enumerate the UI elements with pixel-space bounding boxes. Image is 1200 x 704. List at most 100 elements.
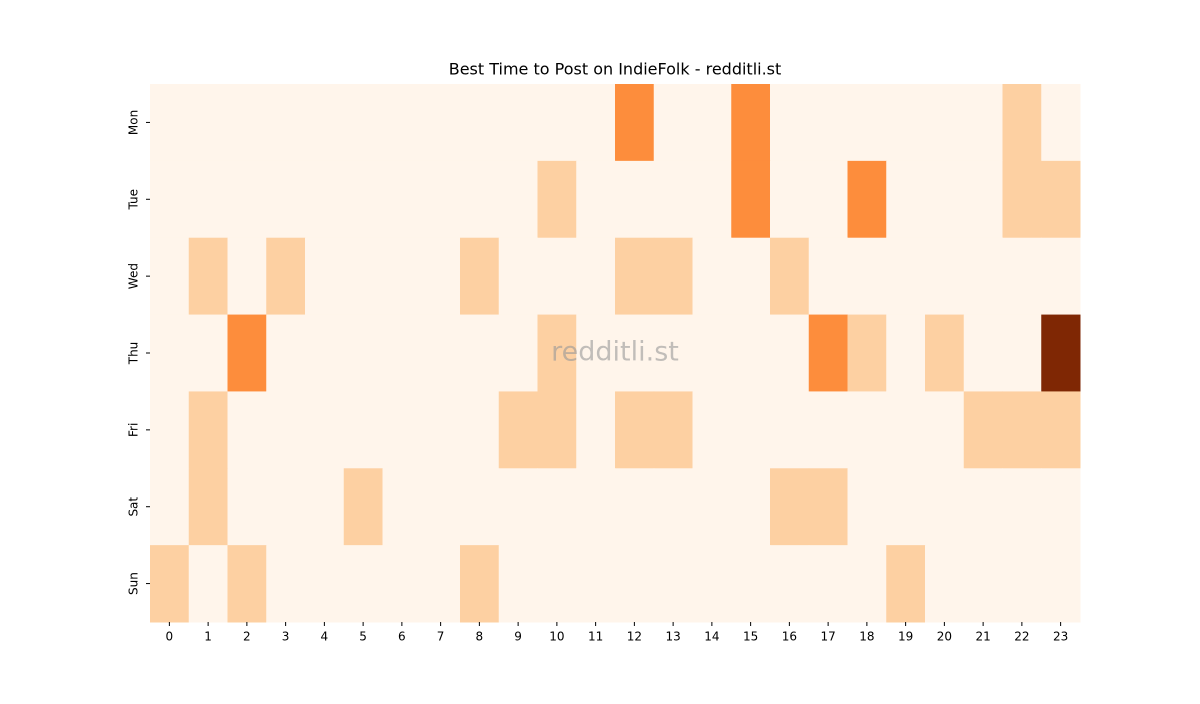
x-tick-label: 11: [588, 630, 603, 644]
x-tick-label: 9: [514, 630, 522, 644]
heatmap-cell: [886, 314, 926, 392]
heatmap-cell: [963, 237, 1003, 316]
heatmap-cell: [188, 237, 228, 316]
heatmap-cell: [460, 545, 500, 623]
heatmap-cell: [382, 391, 422, 469]
heatmap-cell: [925, 84, 965, 162]
heatmap-cell: [576, 160, 616, 239]
heatmap-cell: [731, 545, 771, 623]
heatmap-cell: [963, 391, 1003, 469]
heatmap-cell: [576, 391, 616, 469]
watermark: redditli.st: [551, 337, 679, 368]
x-tick-label: 5: [359, 630, 367, 644]
heatmap-cell: [1002, 314, 1042, 392]
heatmap-cell: [460, 160, 500, 239]
heatmap-cell: [925, 545, 965, 623]
heatmap-cell: [808, 545, 848, 623]
x-tick-label: 3: [282, 630, 290, 644]
heatmap-cell: [847, 314, 887, 392]
x-tick-label: 21: [975, 630, 990, 644]
heatmap-cell: [770, 545, 810, 623]
heatmap-cell: [382, 314, 422, 392]
heatmap-cell: [576, 468, 616, 546]
heatmap-cell: [305, 84, 345, 162]
heatmap-cell: [770, 160, 810, 239]
heatmap-cell: [653, 545, 693, 623]
heatmap-cell: [1002, 237, 1042, 316]
heatmap-cell: [150, 468, 190, 546]
x-tick-label: 13: [665, 630, 680, 644]
heatmap-cell: [266, 237, 306, 316]
heatmap-cell: [847, 468, 887, 546]
x-tick-label: 1: [204, 630, 212, 644]
heatmap-cell: [847, 160, 887, 239]
heatmap-cell: [305, 391, 345, 469]
heatmap-cell: [770, 237, 810, 316]
heatmap-cell: [421, 391, 461, 469]
heatmap-cell: [653, 160, 693, 239]
heatmap-cell: [266, 84, 306, 162]
heatmap-cell: [537, 468, 577, 546]
heatmap-cell: [537, 391, 577, 469]
heatmap-cell: [460, 237, 500, 316]
heatmap-cell: [731, 237, 771, 316]
heatmap-cell: [305, 237, 345, 316]
chart-title: Best Time to Post on IndieFolk - redditl…: [449, 60, 782, 79]
heatmap-cell: [653, 237, 693, 316]
heatmap-cell: [963, 160, 1003, 239]
heatmap-cell: [537, 237, 577, 316]
heatmap-cell: [460, 468, 500, 546]
heatmap-cell: [1041, 84, 1081, 162]
heatmap-cell: [1041, 314, 1081, 392]
heatmap-cell: [343, 314, 383, 392]
heatmap-cell: [731, 84, 771, 162]
y-tick-label: Wed: [127, 263, 141, 289]
heatmap-cell: [576, 545, 616, 623]
heatmap-cell: [266, 314, 306, 392]
heatmap-cell: [1002, 160, 1042, 239]
heatmap-cell: [382, 468, 422, 546]
heatmap-cell: [847, 391, 887, 469]
heatmap-cell: [963, 545, 1003, 623]
heatmap-cell: [770, 391, 810, 469]
heatmap-cell: [886, 84, 926, 162]
x-tick-label: 18: [859, 630, 874, 644]
heatmap-cell: [886, 391, 926, 469]
heatmap-cell: [188, 545, 228, 623]
heatmap-cell: [886, 545, 926, 623]
heatmap-cell: [770, 468, 810, 546]
heatmap-cell: [305, 545, 345, 623]
heatmap-cell: [188, 314, 228, 392]
x-tick-label: 17: [820, 630, 835, 644]
heatmap-cell: [343, 391, 383, 469]
x-tick-label: 23: [1053, 630, 1068, 644]
heatmap-cell: [150, 545, 190, 623]
heatmap-cell: [925, 237, 965, 316]
heatmap-cell: [305, 314, 345, 392]
heatmap-cell: [460, 314, 500, 392]
heatmap-cell: [188, 391, 228, 469]
heatmap-cell: [343, 84, 383, 162]
heatmap-cell: [1041, 391, 1081, 469]
heatmap-cell: [343, 545, 383, 623]
heatmap-cell: [188, 468, 228, 546]
heatmap-cell: [615, 314, 655, 392]
heatmap-cell: [382, 237, 422, 316]
heatmap-cell: [963, 468, 1003, 546]
heatmap-cell: [692, 237, 732, 316]
heatmap-cell: [266, 391, 306, 469]
heatmap-cell: [498, 237, 538, 316]
heatmap-cell: [1041, 468, 1081, 546]
heatmap-cell: [576, 84, 616, 162]
heatmap-cell: [1002, 84, 1042, 162]
heatmap-cell: [460, 391, 500, 469]
heatmap-cell: [615, 84, 655, 162]
heatmap-cell: [615, 391, 655, 469]
heatmap-cell: [343, 237, 383, 316]
heatmap-cell: [421, 314, 461, 392]
heatmap-cell: [925, 468, 965, 546]
heatmap-cell: [305, 160, 345, 239]
heatmap-cell: [498, 314, 538, 392]
y-tick-label: Thu: [127, 342, 141, 366]
